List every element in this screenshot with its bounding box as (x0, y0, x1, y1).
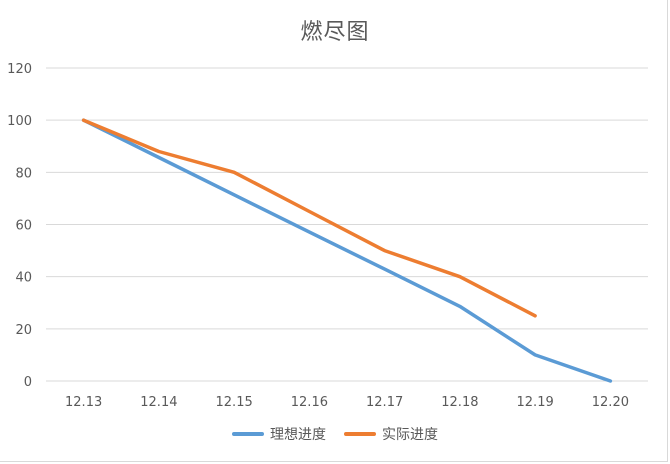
legend: 理想进度 实际进度 (0, 424, 670, 444)
legend-label-ideal: 理想进度 (270, 427, 326, 443)
series-lines (81, 118, 613, 383)
legend-swatch-ideal (232, 432, 264, 436)
x-tick-label: 12.17 (366, 395, 403, 410)
y-tick-label: 20 (15, 323, 32, 338)
y-tick-label: 0 (24, 375, 32, 390)
x-tick-label: 12.19 (517, 395, 554, 410)
x-tick-label: 12.18 (441, 395, 478, 410)
legend-label-actual: 实际进度 (382, 427, 438, 443)
x-tick-label: 12.14 (140, 395, 177, 410)
legend-item-actual[interactable]: 实际进度 (344, 424, 438, 444)
gridlines (46, 67, 648, 382)
x-axis-ticks: 12.13 12.14 12.15 12.16 12.17 12.18 12.19 12.20 (65, 395, 629, 410)
chart-title: 燃尽图 (300, 20, 370, 45)
series-line-actual[interactable] (81, 118, 537, 318)
x-tick-label: 12.13 (65, 395, 102, 410)
x-tick-label: 12.15 (216, 395, 253, 410)
x-tick-label: 12.16 (291, 395, 328, 410)
y-axis-ticks: 0 20 40 60 80 100 120 (7, 62, 32, 390)
y-tick-label: 40 (15, 271, 32, 286)
legend-swatch-actual (344, 432, 376, 436)
y-tick-label: 120 (7, 62, 32, 77)
legend-item-ideal[interactable]: 理想进度 (232, 424, 326, 444)
x-tick-label: 12.20 (592, 395, 629, 410)
y-tick-label: 100 (7, 114, 32, 129)
y-tick-label: 80 (15, 166, 32, 181)
y-tick-label: 60 (15, 219, 32, 234)
series-line-ideal[interactable] (81, 118, 613, 383)
